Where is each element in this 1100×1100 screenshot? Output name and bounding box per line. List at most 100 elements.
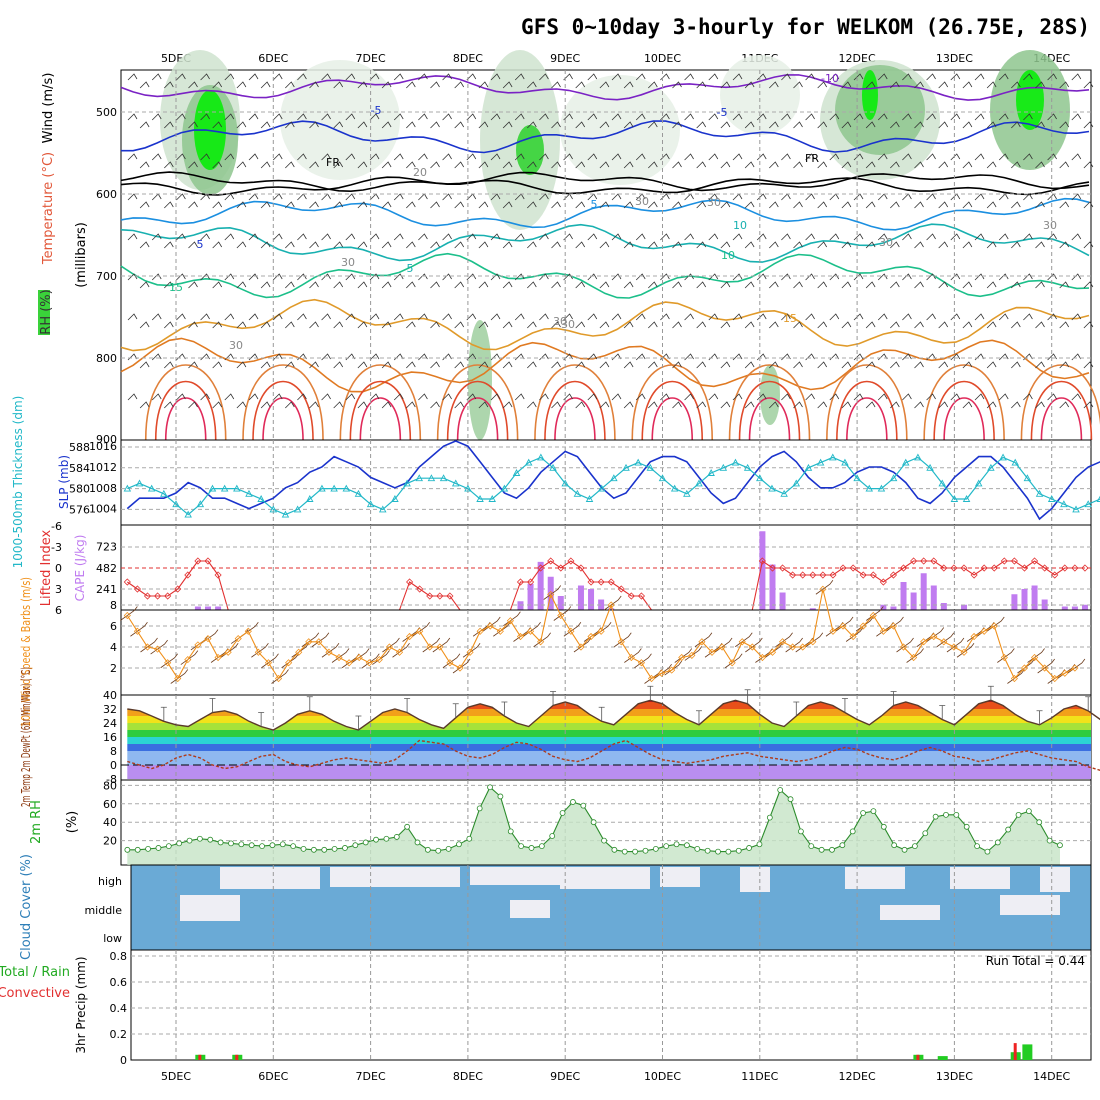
rh-tick: 20 <box>103 835 117 848</box>
wind-barb <box>769 361 779 369</box>
wind-barb <box>1023 73 1033 81</box>
wind10-point <box>204 635 212 643</box>
wind-barb <box>442 273 452 281</box>
wind-barb <box>684 73 694 81</box>
thickness-point <box>853 474 861 482</box>
wind-barb <box>224 233 235 241</box>
wind-barb <box>551 401 561 409</box>
precip-tick: 0 <box>120 1054 127 1067</box>
contour-label: -5 <box>371 104 382 117</box>
wind10-point <box>305 638 313 646</box>
thickness-point <box>634 458 642 466</box>
wind-barb <box>551 161 561 169</box>
wind-barb <box>454 161 465 169</box>
li-point <box>899 564 908 572</box>
wind-barb <box>345 113 356 121</box>
cape-bar <box>1041 599 1048 610</box>
wind10-barb <box>311 632 330 648</box>
thickness-point <box>172 500 180 508</box>
wind-barb <box>430 281 440 289</box>
wind-barb <box>962 161 973 169</box>
wind-barb <box>224 313 235 321</box>
wind-barb <box>611 233 622 241</box>
wind-barb <box>623 361 634 369</box>
thickness-tick: 588 <box>69 441 90 454</box>
wind-barb <box>393 313 404 321</box>
cloud-clear-block <box>1040 867 1070 892</box>
temp-contour-arch <box>534 364 616 441</box>
wind-barb <box>902 353 912 361</box>
wind-barb <box>575 361 586 369</box>
wind-barb <box>599 361 610 369</box>
wind-barb <box>260 121 271 129</box>
wind-barb <box>829 393 840 401</box>
temp-tick: -8 <box>106 773 117 786</box>
wind-barb <box>1047 313 1057 321</box>
wind10-point <box>375 656 383 664</box>
temp-tick: 40 <box>103 689 117 702</box>
wind-barb <box>708 393 719 401</box>
wind-barb <box>345 153 356 161</box>
contour-label: 5 <box>591 198 598 211</box>
wind-barb <box>877 273 888 281</box>
wind-barb <box>877 73 888 81</box>
wind-barb <box>176 113 186 121</box>
wind-barb <box>587 353 598 361</box>
rh-shade-blob <box>760 365 780 425</box>
wind-barb <box>139 201 150 209</box>
temp-minmax-bar <box>550 691 557 706</box>
wind-barb <box>393 393 404 401</box>
wind10-point <box>960 648 968 656</box>
rh-point <box>310 846 317 853</box>
temp-contour-arch <box>154 380 217 441</box>
li-point <box>516 578 525 586</box>
wind-barb <box>260 161 271 169</box>
wind10-point <box>285 659 293 667</box>
wind-barb <box>333 121 344 129</box>
wind-barb <box>357 281 368 289</box>
wind10-barb <box>603 595 622 611</box>
wind-barb <box>938 281 949 289</box>
wind10-point <box>1061 669 1069 677</box>
wind-barb <box>962 361 973 369</box>
cloud-clear-block <box>845 867 905 889</box>
wind-barb <box>333 321 344 329</box>
wind-barb <box>139 121 150 129</box>
wind-barb <box>478 281 489 289</box>
li-tick: 6 <box>55 604 62 617</box>
wind-barb <box>720 161 731 169</box>
rh-point <box>248 842 255 849</box>
thickness-point <box>804 463 813 471</box>
temp-contour-arch <box>651 397 694 441</box>
wind10-point <box>738 638 746 646</box>
wind-barb <box>236 361 247 369</box>
wind10-point <box>637 659 646 667</box>
wind-barb <box>769 161 779 169</box>
wind-barb <box>285 401 295 409</box>
contour-label: 30 <box>341 256 355 269</box>
wind-barb <box>756 113 767 121</box>
wind-barb <box>865 361 876 369</box>
bottom-day-label: 12DEC <box>839 1070 876 1083</box>
wind-barb <box>260 321 271 329</box>
wind-barb <box>865 321 876 329</box>
wind10-point <box>567 627 575 635</box>
rh-point <box>238 841 245 848</box>
li-point <box>889 571 898 579</box>
wind10-barb <box>785 637 803 653</box>
wind-barb <box>285 321 295 329</box>
thickness-point <box>415 474 424 482</box>
wind-barb <box>841 361 852 369</box>
wind-barb <box>357 401 368 409</box>
wind-barb <box>164 321 174 329</box>
rh-point <box>445 845 452 852</box>
wind10-barb <box>422 637 441 653</box>
cloud-clear-block <box>220 867 320 889</box>
wind-barb <box>309 241 319 249</box>
precip-total-bar <box>937 1056 948 1060</box>
wind-barb <box>164 361 174 369</box>
wind-barb <box>527 281 537 289</box>
rh-point <box>642 847 649 854</box>
cloud-tick: high <box>98 875 122 888</box>
wind-barb <box>321 273 331 281</box>
